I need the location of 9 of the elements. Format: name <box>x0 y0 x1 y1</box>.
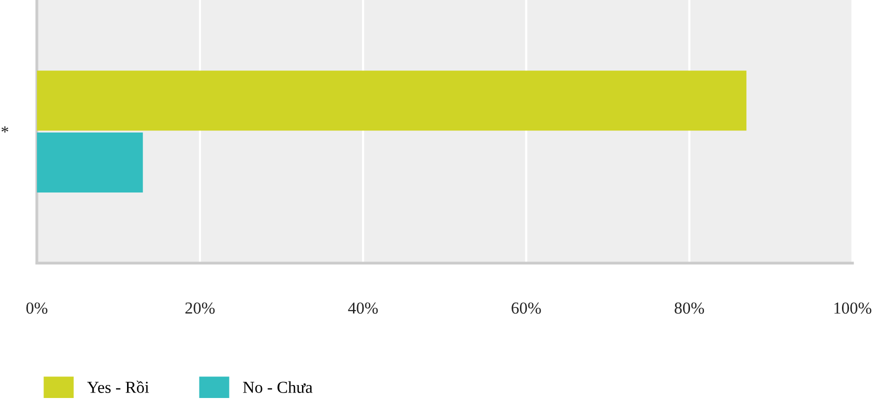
x-tick-label: 20% <box>185 302 215 314</box>
y-tick-label: * <box>2 126 8 133</box>
x-tick-label: 80% <box>674 302 704 314</box>
legend-label: No - Chưa <box>243 381 312 393</box>
legend-label: Yes - Rồi <box>87 380 149 393</box>
x-tick-label: 60% <box>512 302 541 314</box>
x-tick-label: 100% <box>834 302 872 314</box>
x-tick-label: 0% <box>26 302 48 314</box>
x-tick-label: 40% <box>348 302 378 314</box>
